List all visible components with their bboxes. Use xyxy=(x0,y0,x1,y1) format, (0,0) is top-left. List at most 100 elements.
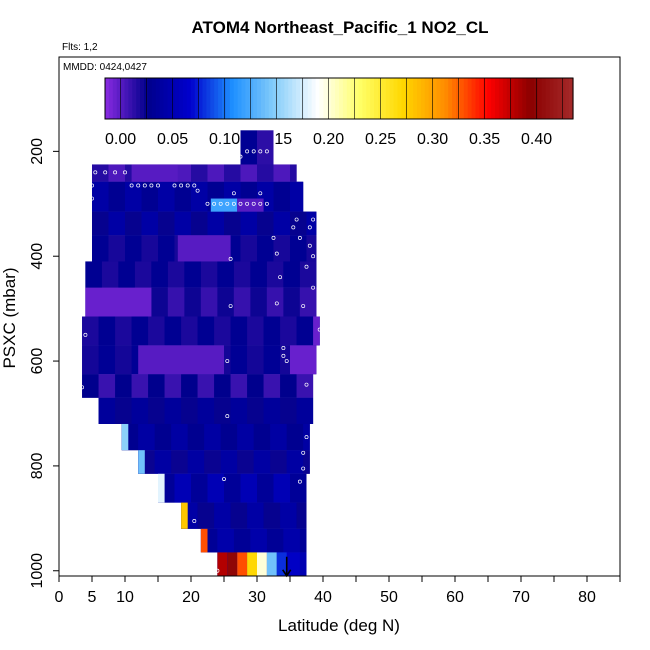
heatmap-cell xyxy=(167,287,185,317)
flight-point xyxy=(274,301,279,306)
heatmap-cell xyxy=(227,552,238,576)
heatmap-cell xyxy=(257,211,274,236)
heatmap-cell xyxy=(207,473,224,503)
x-tick-label: 80 xyxy=(578,589,596,606)
heatmap-cell xyxy=(191,181,208,212)
heatmap-cell xyxy=(214,316,231,346)
heatmap-cell xyxy=(191,211,208,236)
colorbar-segment xyxy=(147,78,153,119)
heatmap-cell xyxy=(266,287,284,317)
heatmap-cell xyxy=(125,211,142,236)
x-tick-label: 0 xyxy=(55,589,64,606)
flight-point xyxy=(172,183,177,188)
heatmap-cell xyxy=(174,211,191,236)
heatmap-cell xyxy=(134,261,152,288)
heatmap-cell xyxy=(125,181,142,212)
flight-point xyxy=(231,201,236,206)
colorbar-segment xyxy=(420,78,426,119)
heatmap-cell xyxy=(108,211,125,236)
colorbar-segment xyxy=(549,78,555,119)
heatmap-cell xyxy=(257,164,274,182)
colorbar-segment xyxy=(155,78,161,119)
heatmap-cell xyxy=(171,423,188,451)
heatmap-cell xyxy=(296,397,314,424)
colorbar-segment xyxy=(261,78,266,119)
colorbar-segment xyxy=(498,78,504,119)
colorbar-segment xyxy=(526,78,531,119)
colorbar-tick-label: 0.00 xyxy=(105,131,136,148)
colorbar-segment xyxy=(354,78,360,119)
heatmap-cell xyxy=(263,397,281,424)
colorbar-segment xyxy=(475,78,480,119)
x-tick-label: 50 xyxy=(380,589,398,606)
colorbar-segment xyxy=(245,78,250,119)
colorbar-segment xyxy=(339,78,344,119)
colorbar-segment xyxy=(108,78,114,119)
heatmap-cell xyxy=(118,261,135,288)
colorbar-segment xyxy=(381,78,387,119)
heatmap-cell xyxy=(131,316,149,346)
colorbar-segment xyxy=(112,78,118,119)
colorbar-segment xyxy=(237,78,243,119)
heatmap-cell xyxy=(108,235,125,262)
flight-points xyxy=(80,149,322,578)
flight-point xyxy=(123,170,127,175)
colorbar-segment xyxy=(467,78,473,119)
heatmap-cell xyxy=(115,397,132,424)
heatmap-cell xyxy=(273,164,290,182)
heatmap-cell xyxy=(214,397,231,424)
heatmap-cell xyxy=(98,345,116,375)
colorbar-segment xyxy=(218,78,223,119)
heatmap-cell xyxy=(266,528,284,553)
heatmap-cell xyxy=(224,211,241,236)
colorbar-segment xyxy=(202,78,207,119)
colorbar-segment xyxy=(159,78,165,119)
heatmap-cell xyxy=(237,450,254,474)
flight-point xyxy=(195,188,200,193)
flight-point xyxy=(185,183,190,188)
heatmap-cell xyxy=(296,502,307,529)
date-label: MMDD: 0424,0427 xyxy=(63,62,147,73)
flight-point xyxy=(149,183,154,188)
colorbar-frame xyxy=(104,77,574,120)
heatmap-cell xyxy=(181,374,198,398)
flight-point xyxy=(281,346,286,350)
flight-point xyxy=(142,183,147,188)
heatmap-cell xyxy=(247,502,264,529)
heatmap-cell xyxy=(290,181,304,212)
colorbar-segment xyxy=(389,78,395,119)
colorbar-segment xyxy=(331,78,336,119)
colorbar-segment xyxy=(459,78,465,119)
heatmap-cell xyxy=(197,374,215,398)
heatmap-cell xyxy=(138,423,155,451)
x-tick-label: 60 xyxy=(446,589,464,606)
heatmap-cell xyxy=(290,345,317,375)
heatmap-cell xyxy=(210,198,238,212)
heatmap-cell xyxy=(138,450,145,474)
flight-point xyxy=(301,450,306,455)
heatmap-cell xyxy=(148,374,165,398)
colorbar-segment xyxy=(561,78,566,119)
flight-point xyxy=(215,568,220,573)
colorbar-segment xyxy=(440,78,445,119)
flight-point xyxy=(103,170,108,175)
heatmap-cell xyxy=(230,502,248,529)
colorbar-segment xyxy=(151,78,157,119)
colorbar-segment xyxy=(128,78,133,119)
heatmap-cell xyxy=(273,211,290,236)
colorbar-segment xyxy=(190,78,196,119)
heatmap-cell xyxy=(299,287,317,317)
flight-point xyxy=(311,254,316,259)
heatmap-cell xyxy=(158,235,175,262)
heatmap-cell xyxy=(191,473,208,503)
flight-point xyxy=(222,477,226,481)
chart-title: ATOM4 Northeast_Pacific_1 NO2_CL xyxy=(191,18,489,37)
heatmap-cell xyxy=(296,316,314,346)
heatmap-cell xyxy=(82,374,99,398)
flight-point xyxy=(218,201,223,206)
flight-point xyxy=(311,217,316,222)
heatmap-cell xyxy=(177,235,231,262)
heatmap-cell xyxy=(115,316,132,346)
heatmap-cell xyxy=(131,397,149,424)
heatmap-cell xyxy=(197,397,215,424)
